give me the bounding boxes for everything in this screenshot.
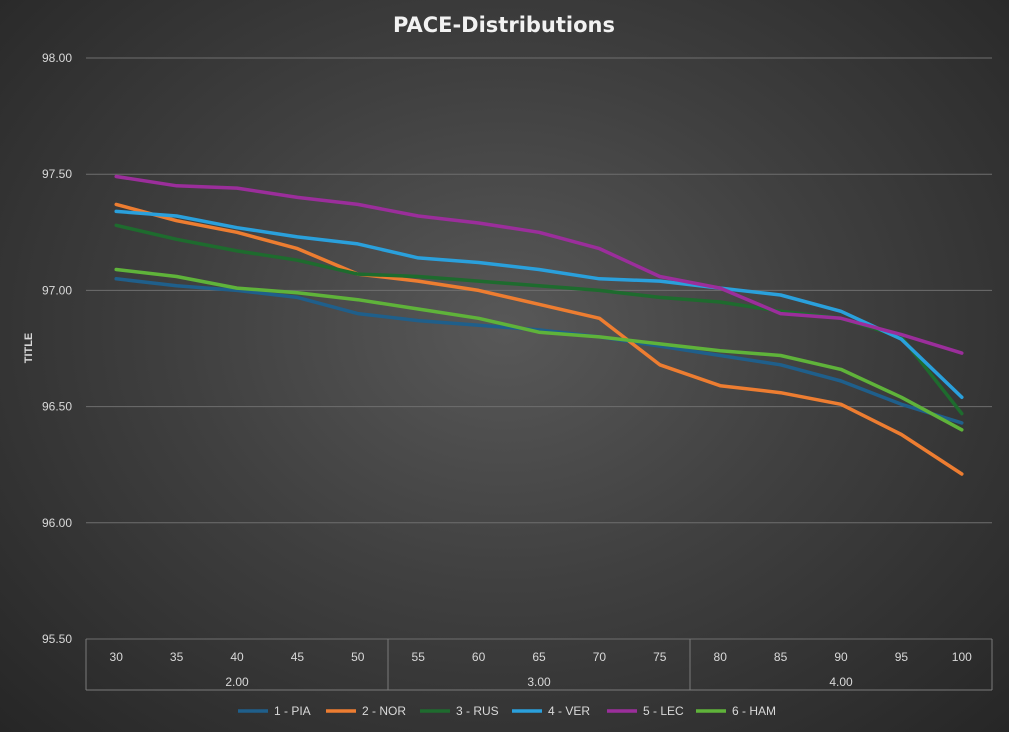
x-tick-label: 100 xyxy=(952,650,972,664)
y-axis-ticks: 95.50 96.00 96.50 97.00 97.50 98.00 xyxy=(42,51,72,646)
gridlines xyxy=(86,57,992,640)
x-tick-label: 85 xyxy=(774,650,788,664)
x-tick-label: 45 xyxy=(291,650,305,664)
y-tick-label: 96.00 xyxy=(42,516,72,530)
x-group-label: 4.00 xyxy=(829,675,853,689)
series-line-6 xyxy=(114,267,964,432)
x-axis: 30 35 40 45 50 55 60 65 70 75 80 85 90 95 100 2.00 3.00 4… xyxy=(85,639,993,691)
x-group-label: 3.00 xyxy=(527,675,551,689)
x-tick-label: 65 xyxy=(532,650,546,664)
chart-title: PACE-Distributions xyxy=(393,13,615,37)
y-tick-label: 97.50 xyxy=(42,167,72,181)
legend: 1 - PIA 2 - NOR 3 - RUS 4 - VER 5 - LEC 6 - H… xyxy=(238,704,776,718)
series-line-2 xyxy=(114,202,964,476)
x-tick-label: 50 xyxy=(351,650,365,664)
y-tick-label: 96.50 xyxy=(42,400,72,414)
series-line-5 xyxy=(114,174,964,355)
x-tick-label: 70 xyxy=(593,650,607,664)
y-tick-label: 98.00 xyxy=(42,51,72,65)
x-tick-label: 30 xyxy=(110,650,124,664)
x-tick-label: 80 xyxy=(714,650,728,664)
legend-label: 3 - RUS xyxy=(456,704,499,718)
y-tick-label: 95.50 xyxy=(42,632,72,646)
series-line-4 xyxy=(114,209,964,400)
legend-label: 1 - PIA xyxy=(274,704,311,718)
x-tick-label: 75 xyxy=(653,650,667,664)
y-axis-label: TITLE xyxy=(23,333,35,364)
legend-label: 2 - NOR xyxy=(362,704,406,718)
x-tick-label: 95 xyxy=(895,650,909,664)
x-group-label: 2.00 xyxy=(225,675,249,689)
x-tick-label: 90 xyxy=(834,650,848,664)
legend-label: 4 - VER xyxy=(548,704,590,718)
series-line-1 xyxy=(114,277,964,425)
legend-label: 5 - LEC xyxy=(643,704,684,718)
series-lines xyxy=(114,174,964,476)
x-tick-label: 35 xyxy=(170,650,184,664)
x-tick-label: 40 xyxy=(230,650,244,664)
legend-label: 6 - HAM xyxy=(732,704,776,718)
y-tick-label: 97.00 xyxy=(42,283,72,297)
x-tick-label: 60 xyxy=(472,650,486,664)
x-tick-label: 55 xyxy=(412,650,426,664)
